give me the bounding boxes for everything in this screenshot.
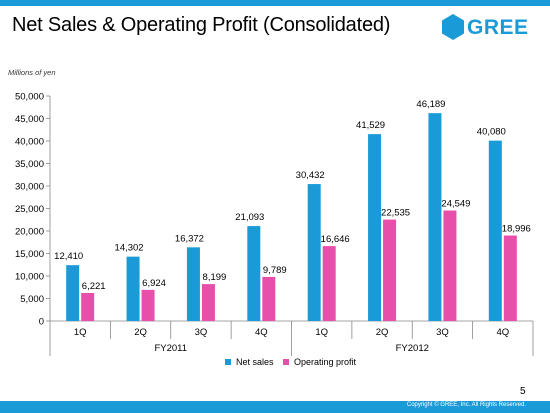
bar-net-sales	[247, 226, 261, 321]
data-label-net-sales: 12,410	[54, 251, 83, 262]
gree-logo: GREE	[441, 14, 541, 44]
y-tick-label: 35,000	[15, 159, 44, 170]
y-tick-label: 25,000	[15, 204, 44, 215]
y-tick-label: 5,000	[20, 294, 44, 305]
y-tick-label: 45,000	[15, 114, 44, 125]
bar-operating-profit	[503, 235, 517, 321]
x-tick-label: 4Q	[496, 327, 509, 338]
bar-net-sales	[186, 247, 200, 321]
data-label-net-sales: 41,529	[356, 120, 385, 131]
x-tick-label: 1Q	[74, 327, 87, 338]
bar-operating-profit	[383, 219, 397, 321]
bar-operating-profit	[443, 210, 457, 321]
data-label-net-sales: 46,189	[416, 99, 445, 110]
data-label-operating-profit: 6,221	[82, 281, 106, 292]
hexagon-logo-icon	[442, 14, 464, 40]
x-tick-label: 3Q	[195, 327, 208, 338]
y-tick-label: 10,000	[15, 272, 44, 283]
y-tick-label: 15,000	[15, 249, 44, 260]
y-tick-label: 0	[39, 317, 44, 328]
data-label-operating-profit: 8,199	[203, 272, 227, 283]
legend-label-operating-profit: Operating profit	[294, 357, 357, 367]
bar-net-sales	[307, 184, 321, 321]
data-label-net-sales: 40,080	[477, 127, 506, 138]
bar-operating-profit	[322, 246, 336, 321]
data-label-net-sales: 14,302	[115, 243, 144, 254]
y-tick-label: 20,000	[15, 227, 44, 238]
top-accent-bar	[0, 0, 550, 6]
legend-swatch-net-sales	[225, 359, 231, 365]
data-label-operating-profit: 22,535	[381, 208, 410, 219]
x-tick-label: 3Q	[436, 327, 449, 338]
data-label-net-sales: 21,093	[235, 212, 264, 223]
x-tick-label: 4Q	[255, 327, 268, 338]
data-label-operating-profit: 16,646	[321, 234, 350, 245]
bar-net-sales	[66, 265, 80, 321]
data-label-net-sales: 16,372	[175, 233, 204, 244]
y-tick-label: 40,000	[15, 137, 44, 148]
data-label-operating-profit: 9,789	[263, 265, 287, 276]
bar-net-sales	[126, 256, 140, 321]
x-tick-label: 2Q	[376, 327, 389, 338]
slide-title: Net Sales & Operating Profit (Consolidat…	[12, 14, 391, 36]
legend-label-net-sales: Net sales	[236, 357, 274, 367]
bar-operating-profit	[201, 284, 215, 321]
bar-operating-profit	[262, 276, 276, 321]
data-label-operating-profit: 18,996	[502, 224, 531, 235]
data-label-operating-profit: 24,549	[441, 199, 470, 210]
data-label-operating-profit: 6,924	[142, 278, 166, 289]
y-axis-label: Millions of yen	[8, 68, 56, 77]
page-number: 5	[520, 386, 526, 397]
y-tick-label: 30,000	[15, 182, 44, 193]
logo-text: GREE	[467, 16, 529, 39]
bar-net-sales	[488, 140, 502, 321]
y-tick-label: 50,000	[15, 92, 44, 103]
legend-swatch-operating-profit	[283, 359, 289, 365]
bar-operating-profit	[81, 293, 95, 321]
data-label-net-sales: 30,432	[296, 170, 325, 181]
x-tick-label: 2Q	[134, 327, 147, 338]
bar-chart: Millions of yen 0 5,000 10,000 15,000 20,000 2…	[8, 68, 534, 367]
bottom-accent-bar: Copyright © GREE, Inc. All Rights Reserv…	[0, 401, 550, 413]
copyright-text: Copyright © GREE, Inc. All Rights Reserv…	[406, 402, 526, 408]
bar-net-sales	[428, 113, 442, 321]
x-tick-label: 1Q	[315, 327, 328, 338]
bar-net-sales	[368, 134, 382, 321]
x-group-label: FY2011	[154, 343, 187, 354]
x-group-label: FY2012	[396, 343, 429, 354]
bar-operating-profit	[141, 289, 155, 321]
